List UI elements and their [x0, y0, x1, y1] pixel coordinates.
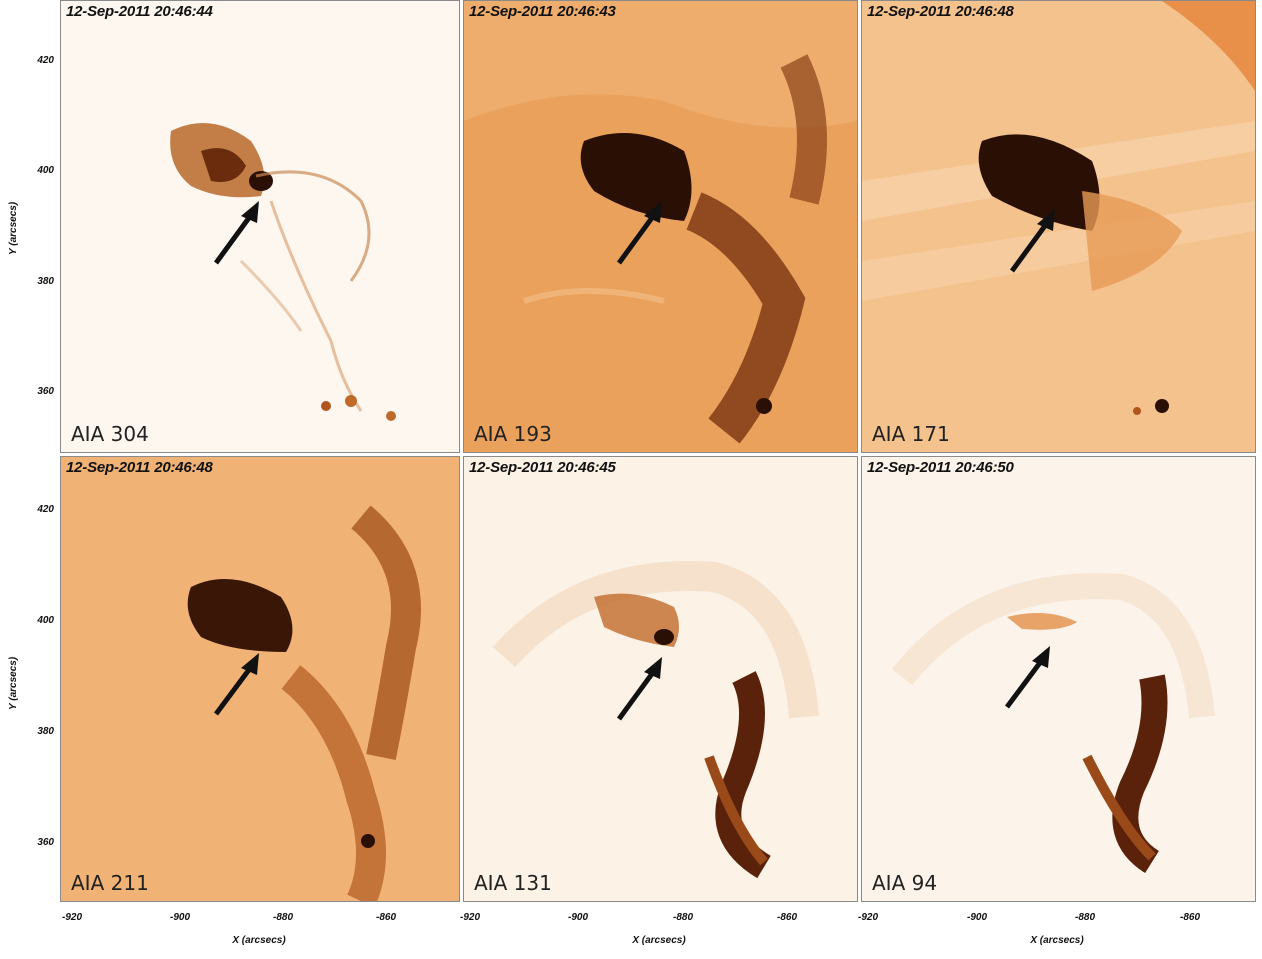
- panel-timestamp: 12-Sep-2011 20:46:43: [469, 3, 616, 20]
- x-tick: -880: [1074, 912, 1096, 923]
- x-tick: -900: [169, 912, 191, 923]
- solar-image-131: [464, 457, 857, 901]
- panel-timestamp: 12-Sep-2011 20:46:50: [867, 459, 1014, 476]
- x-tick: -860: [776, 912, 798, 923]
- panel-aia-94: 12-Sep-2011 20:46:50 AIA 94: [861, 456, 1256, 902]
- x-tick: -860: [375, 912, 397, 923]
- x-tick: -920: [61, 912, 83, 923]
- y-tick: 400: [37, 165, 54, 176]
- panel-timestamp: 12-Sep-2011 20:46:44: [66, 3, 213, 20]
- panel-aia-131: 12-Sep-2011 20:46:45 AIA 131: [463, 456, 858, 902]
- y-tick: 420: [37, 55, 54, 66]
- y-tick: 360: [37, 837, 54, 848]
- panel-aia-211: 12-Sep-2011 20:46:48 AIA 211: [60, 456, 460, 902]
- x-tick: -920: [459, 912, 481, 923]
- x-tick: -860: [1179, 912, 1201, 923]
- y-axis-label: Y (arcsecs): [8, 201, 19, 255]
- panel-channel-label: AIA 193: [474, 422, 552, 446]
- panel-timestamp: 12-Sep-2011 20:46:48: [66, 459, 213, 476]
- panel-channel-label: AIA 211: [71, 871, 149, 895]
- panel-timestamp: 12-Sep-2011 20:46:45: [469, 459, 616, 476]
- solar-image-193: [464, 1, 857, 452]
- y-tick: 360: [37, 386, 54, 397]
- panel-channel-label: AIA 131: [474, 871, 552, 895]
- panel-channel-label: AIA 94: [872, 871, 938, 895]
- x-tick: -880: [272, 912, 294, 923]
- x-tick: -880: [672, 912, 694, 923]
- x-tick: -900: [567, 912, 589, 923]
- y-tick: 380: [37, 726, 54, 737]
- panel-aia-193: 12-Sep-2011 20:46:43 AIA 193: [463, 0, 858, 453]
- x-tick: -900: [966, 912, 988, 923]
- solar-image-304: [61, 1, 459, 452]
- solar-image-171: [862, 1, 1255, 452]
- solar-image-211: [61, 457, 459, 901]
- x-axis-label: X (arcsecs): [232, 935, 286, 946]
- panel-timestamp: 12-Sep-2011 20:46:48: [867, 3, 1014, 20]
- x-axis-label: X (arcsecs): [1030, 935, 1084, 946]
- y-tick: 420: [37, 504, 54, 515]
- panel-aia-171: 12-Sep-2011 20:46:48 AIA 171: [861, 0, 1256, 453]
- panel-channel-label: AIA 304: [71, 422, 149, 446]
- x-axis-label: X (arcsecs): [632, 935, 686, 946]
- y-tick: 400: [37, 615, 54, 626]
- x-tick: -920: [857, 912, 879, 923]
- y-tick: 380: [37, 276, 54, 287]
- panel-channel-label: AIA 171: [872, 422, 950, 446]
- panel-aia-304: 12-Sep-2011 20:46:44 AIA 304: [60, 0, 460, 453]
- y-axis-label: Y (arcsecs): [8, 656, 19, 710]
- solar-image-94: [862, 457, 1255, 901]
